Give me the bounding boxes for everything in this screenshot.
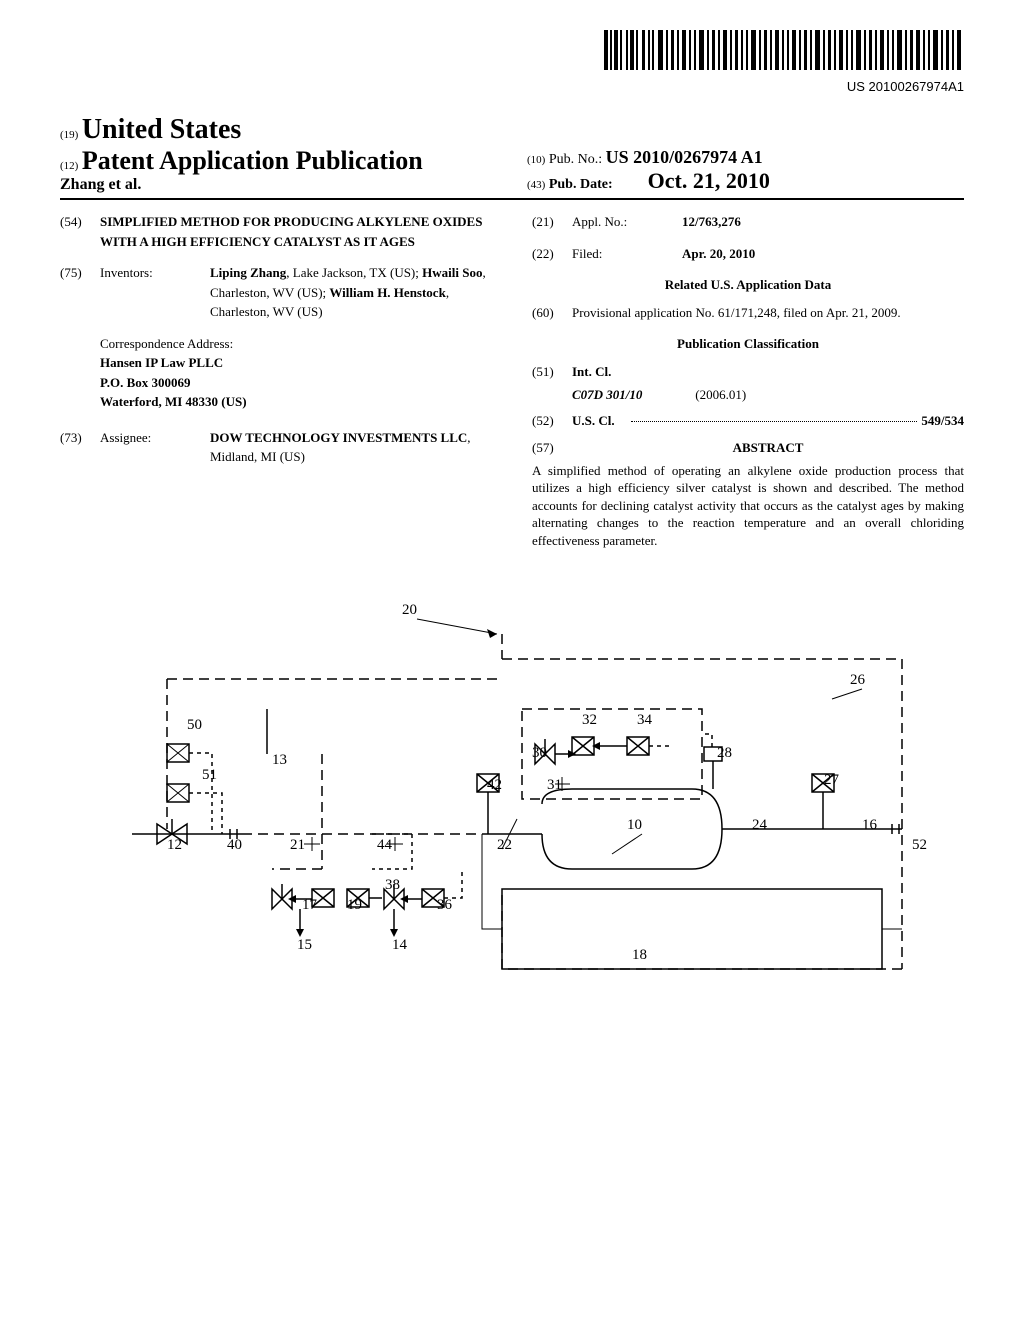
figure-label-42: 42: [487, 777, 502, 793]
abstract-code: (57): [532, 438, 572, 458]
uscl-code: (52): [532, 411, 572, 431]
abstract-label: ABSTRACT: [572, 438, 964, 458]
correspondence-block: Correspondence Address: Hansen IP Law PL…: [100, 334, 492, 412]
classification-title: Publication Classification: [532, 334, 964, 354]
intcl-item-date: (2006.01): [695, 387, 746, 402]
figure-label-22: 22: [497, 837, 512, 853]
figure-label-24: 24: [752, 817, 768, 833]
assignee-content: DOW TECHNOLOGY INVESTMENTS LLC, Midland,…: [210, 428, 492, 467]
figure-label-30: 30: [532, 745, 547, 761]
figure-label-26: 26: [850, 672, 866, 688]
uscl-value: 549/534: [921, 411, 964, 431]
assignee-code: (73): [60, 428, 100, 467]
inventors-content: Liping Zhang, Lake Jackson, TX (US); Hwa…: [210, 263, 492, 322]
biblio-left-col: (54) SIMPLIFIED METHOD FOR PRODUCING ALK…: [60, 212, 492, 549]
barcode-section: US 20100267974A1: [60, 30, 964, 94]
pub-no-label: Pub. No.:: [549, 152, 602, 167]
intcl-item-name: C07D 301/10: [572, 385, 692, 405]
inventors-label: Inventors:: [100, 263, 210, 322]
figure-label-38: 38: [385, 877, 400, 893]
figure-label-44: 44: [377, 837, 393, 853]
filed-date: Apr. 20, 2010: [682, 246, 755, 261]
figure-label-12: 12: [167, 837, 182, 853]
inventor1-loc: , Lake Jackson, TX (US);: [286, 265, 422, 280]
biblio-section: (54) SIMPLIFIED METHOD FOR PRODUCING ALK…: [60, 212, 964, 549]
corr-line2: P.O. Box 300069: [100, 375, 191, 390]
figure-label-28: 28: [717, 745, 732, 761]
figure-label-50: 50: [187, 717, 202, 733]
intcl-item: C07D 301/10 (2006.01): [572, 385, 964, 405]
figure-label-27: 27: [824, 772, 840, 788]
barcode-text: US 20100267974A1: [60, 79, 964, 94]
figure-label-18: 18: [632, 947, 647, 963]
inventor3-name: William H. Henstock: [329, 285, 445, 300]
uscl-dots: [631, 421, 917, 422]
inventor1-name: Liping Zhang: [210, 265, 286, 280]
pub-type: Patent Application Publication: [82, 146, 423, 175]
figure-label-10: 10: [627, 817, 642, 833]
pub-date-label: Pub. Date:: [549, 177, 613, 192]
pub-type-code: (12): [60, 160, 78, 172]
figure-label-52: 52: [912, 837, 927, 853]
corr-label: Correspondence Address:: [100, 334, 492, 354]
inventor2-name: Hwaili Soo: [422, 265, 482, 280]
appl-no-code: (21): [532, 212, 572, 232]
appl-no: 12/763,276: [682, 214, 741, 229]
intcl-label: Int. Cl.: [572, 362, 627, 382]
figure-label-16: 16: [862, 817, 878, 833]
pub-date: Oct. 21, 2010: [648, 168, 770, 193]
filed-code: (22): [532, 244, 572, 264]
assignee-label: Assignee:: [100, 428, 210, 467]
figure-label-31: 31: [547, 777, 562, 793]
corr-line1: Hansen IP Law PLLC: [100, 355, 223, 370]
figure-label-36: 36: [437, 897, 453, 913]
figure-label-17: 17: [302, 897, 318, 913]
assignee-name: DOW TECHNOLOGY INVESTMENTS LLC: [210, 430, 467, 445]
appl-no-label: Appl. No.:: [572, 212, 682, 232]
filed-label: Filed:: [572, 244, 682, 264]
patent-figure: 20 26 50 32 34 51 13 30 28 42 31 27 12 40 21 44 22 10 24 16…: [72, 589, 952, 1009]
figure-label-15: 15: [297, 937, 312, 953]
figure-label-40: 40: [227, 837, 242, 853]
pub-no: US 2010/0267974 A1: [606, 147, 763, 167]
intcl-code: (51): [532, 362, 572, 382]
provisional-code: (60): [532, 303, 572, 323]
uscl-label: U.S. Cl.: [572, 411, 627, 431]
authors-line: Zhang et al.: [60, 176, 497, 194]
figure-label-34: 34: [637, 712, 653, 728]
corr-line3: Waterford, MI 48330 (US): [100, 394, 247, 409]
biblio-right-col: (21) Appl. No.: 12/763,276 (22) Filed: A…: [532, 212, 964, 549]
inventors-code: (75): [60, 263, 100, 322]
patent-title: SIMPLIFIED METHOD FOR PRODUCING ALKYLENE…: [100, 212, 492, 251]
figure-container: 20 26 50 32 34 51 13 30 28 42 31 27 12 40 21 44 22 10 24 16…: [60, 589, 964, 1014]
pub-date-code: (43): [527, 179, 545, 191]
pub-no-code: (10): [527, 154, 545, 166]
header-row: (19) United States (12) Patent Applicati…: [60, 114, 964, 200]
figure-label-19: 19: [347, 897, 362, 913]
country-name: United States: [82, 114, 241, 145]
figure-label-20: 20: [402, 602, 417, 618]
related-title: Related U.S. Application Data: [532, 275, 964, 295]
provisional-text: Provisional application No. 61/171,248, …: [572, 303, 964, 323]
title-code: (54): [60, 212, 100, 251]
figure-label-51: 51: [202, 767, 217, 783]
figure-label-32: 32: [582, 712, 597, 728]
country-code: (19): [60, 129, 78, 141]
figure-label-21: 21: [290, 837, 305, 853]
barcode-graphic: [604, 30, 964, 75]
abstract-text: A simplified method of operating an alky…: [532, 462, 964, 550]
figure-label-14: 14: [392, 937, 408, 953]
figure-label-13: 13: [272, 752, 287, 768]
